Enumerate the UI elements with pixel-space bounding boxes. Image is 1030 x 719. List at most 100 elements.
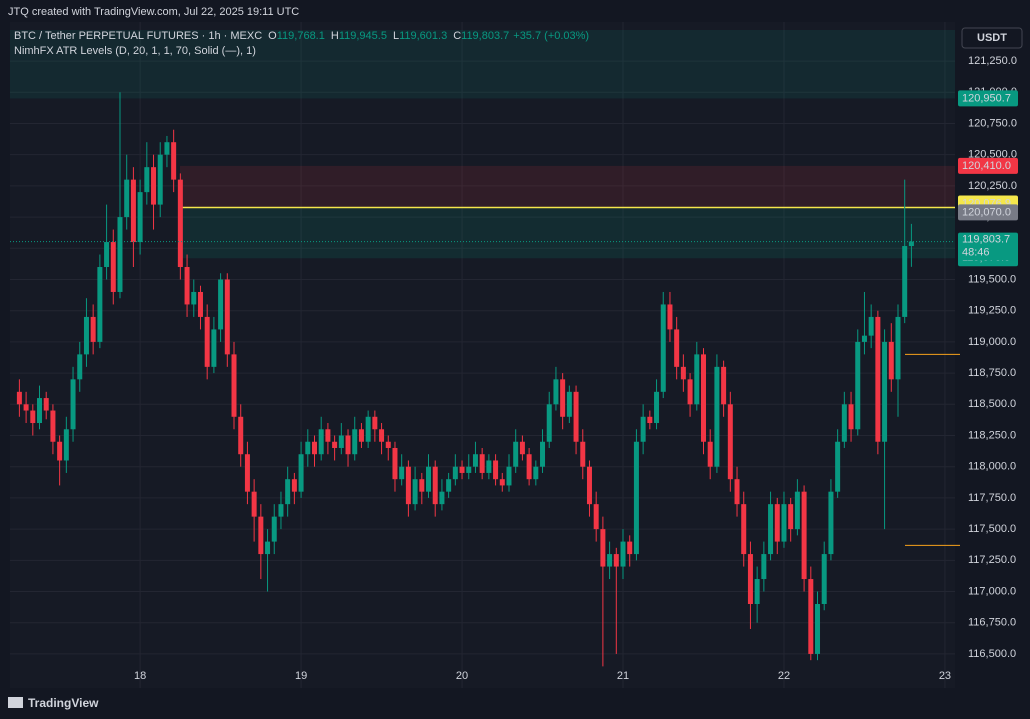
- candle-body: [573, 391, 579, 442]
- candle-body: [600, 529, 606, 567]
- candle-body: [372, 416, 378, 430]
- candle-body: [620, 541, 626, 567]
- level-label: 120,070.0: [962, 206, 1011, 218]
- logo: [8, 697, 23, 708]
- candle-body: [244, 454, 250, 492]
- candle-body: [278, 504, 284, 517]
- indicator-legend: NimhFX ATR Levels (D, 20, 1, 1, 70, Soli…: [14, 45, 256, 57]
- candle-body: [553, 379, 559, 405]
- candle-body: [412, 479, 418, 505]
- candle-body: [211, 329, 217, 367]
- candle-body: [821, 554, 827, 605]
- candle-body: [801, 491, 807, 580]
- candle-body: [204, 316, 210, 367]
- candle-body: [151, 167, 157, 205]
- y-tick-label: 117,750.0: [968, 492, 1016, 504]
- candle-body: [16, 391, 22, 405]
- candle-body: [291, 479, 297, 492]
- x-tick-label: 21: [617, 670, 629, 682]
- candle-body: [895, 316, 901, 380]
- candle-body: [392, 447, 398, 480]
- candle-body: [882, 341, 888, 442]
- candle-body: [298, 454, 304, 492]
- candle-body: [83, 316, 89, 355]
- candle-body: [519, 441, 525, 455]
- candle-body: [861, 335, 867, 342]
- candle-body: [815, 604, 821, 654]
- currency[interactable]: USDT: [977, 32, 1007, 44]
- candle-body: [218, 279, 224, 330]
- candle-body: [593, 504, 599, 530]
- legend-item: 119,768.1: [277, 30, 325, 42]
- candle-body: [332, 441, 338, 448]
- candle-body: [271, 516, 277, 542]
- x-tick-label: 20: [456, 670, 468, 682]
- candle-body: [70, 379, 76, 430]
- y-tick-label: 116,750.0: [968, 617, 1016, 629]
- y-tick-label: 118,750.0: [968, 367, 1016, 379]
- candle-body: [687, 379, 693, 405]
- candle-body: [130, 179, 136, 243]
- candle-body: [580, 441, 586, 467]
- x-tick-label: 23: [939, 670, 951, 682]
- candle-body: [472, 454, 478, 467]
- countdown: 48:46: [962, 246, 990, 258]
- candle-body: [191, 291, 197, 305]
- candle-body: [513, 441, 519, 467]
- candle-body: [238, 416, 244, 455]
- level-label: 120,950.7: [962, 92, 1011, 104]
- candle-body: [479, 454, 485, 473]
- legend-item: 119,601.3: [399, 30, 447, 42]
- candle-body: [533, 466, 539, 480]
- zone: [180, 165, 955, 208]
- candle-body: [707, 441, 713, 467]
- candle-body: [654, 391, 660, 424]
- candle-body: [499, 479, 505, 486]
- level-label-bg: [958, 157, 1018, 174]
- level-label-bg: [958, 204, 1018, 221]
- y-tick-label: 117,000.0: [968, 585, 1016, 597]
- candle-body: [841, 404, 847, 442]
- candle-body: [613, 554, 619, 567]
- legend-item: O: [268, 30, 277, 42]
- candle-body: [164, 142, 170, 155]
- candle-body: [888, 341, 894, 380]
- candle-body: [338, 435, 344, 448]
- candle-body: [157, 154, 163, 205]
- candle-body: [627, 541, 633, 555]
- candle-body: [144, 167, 150, 193]
- caption: JTQ created with TradingView.com, Jul 22…: [8, 6, 299, 18]
- candle-body: [379, 429, 385, 442]
- candle-body: [828, 491, 834, 555]
- candle-body: [640, 416, 646, 442]
- y-tick-label: 116,500.0: [968, 648, 1016, 660]
- candle-body: [184, 267, 190, 305]
- x-tick-label: 19: [295, 670, 307, 682]
- zone: [10, 30, 955, 99]
- candle-body: [171, 142, 177, 180]
- candle-body: [251, 491, 257, 517]
- candle-body: [439, 491, 445, 505]
- candle-body: [667, 304, 673, 330]
- candle-body: [754, 579, 760, 605]
- candle-body: [224, 279, 230, 355]
- brand: TradingView: [28, 696, 99, 710]
- candle-body: [352, 429, 358, 455]
- y-tick-label: 121,250.0: [968, 55, 1017, 67]
- x-tick-label: 22: [778, 670, 790, 682]
- y-tick-label: 117,500.0: [968, 523, 1016, 535]
- candle-body: [104, 242, 110, 268]
- candle-body: [721, 366, 727, 405]
- candle-body: [345, 435, 351, 455]
- currency-button[interactable]: [961, 27, 1023, 49]
- candle-body: [680, 366, 686, 380]
- candle-body: [419, 479, 425, 492]
- candle-body: [23, 404, 29, 411]
- candle-body: [808, 579, 814, 654]
- candle-body: [741, 504, 747, 555]
- zone: [180, 208, 955, 259]
- candle-body: [385, 441, 391, 448]
- candle-body: [231, 354, 237, 417]
- candle-body: [540, 441, 546, 467]
